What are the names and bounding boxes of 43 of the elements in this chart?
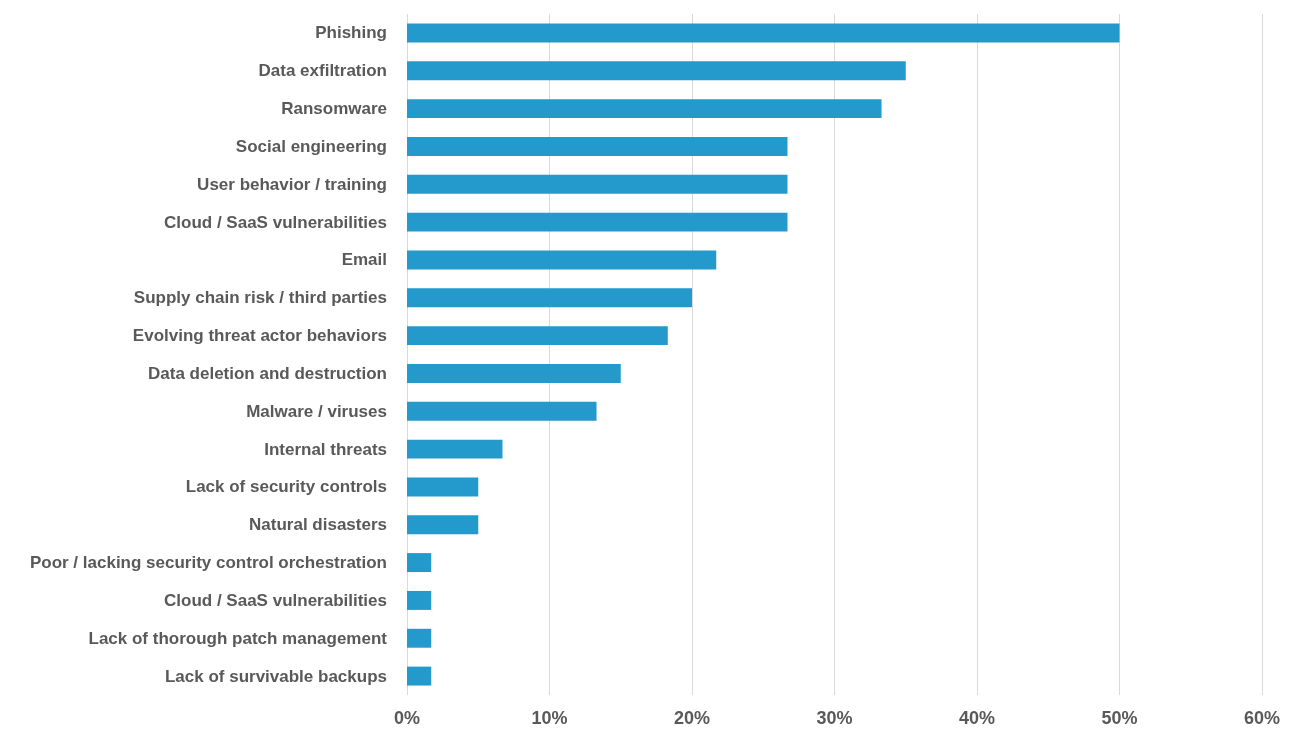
y-tick-label: Data deletion and destruction [148,363,387,383]
y-tick-label: User behavior / training [197,174,387,194]
y-tick-label: Cloud / SaaS vulnerabilities [164,590,387,610]
bar [407,628,432,648]
bar [407,590,432,610]
x-tick-label: 30% [816,708,853,728]
bar [407,553,432,573]
bar [407,61,906,81]
y-tick-label: Internal threats [264,439,387,459]
y-tick-label: Lack of survivable backups [164,666,387,686]
x-tick-label: 10% [531,708,568,728]
bar [407,401,597,421]
y-tick-label: Ransomware [281,99,387,119]
bar [407,363,621,383]
y-tick-label: Lack of thorough patch management [88,628,388,648]
y-tick-label: Phishing [315,23,387,43]
bar [407,23,1120,43]
bar [407,326,668,346]
y-tick-label: Malware / viruses [246,401,387,421]
x-tick-label: 60% [1243,708,1281,728]
x-tick-label: 50% [1101,708,1138,728]
bar [407,250,717,270]
y-tick-label: Evolving threat actor behaviors [132,326,387,346]
bar [407,439,503,459]
x-tick-label: 0% [393,708,421,728]
y-tick-label: Lack of security controls [185,477,387,497]
y-tick-label: Cloud / SaaS vulnerabilities [164,212,387,232]
bar [407,99,882,119]
y-tick-label: Social engineering [235,136,387,156]
y-tick-label: Email [341,250,387,270]
bar [407,515,479,535]
bar [407,174,788,194]
y-tick-label: Data exfiltration [258,61,387,81]
bar [407,212,788,232]
y-tick-label: Natural disasters [249,515,387,535]
bar [407,666,432,686]
y-tick-label: Poor / lacking security control orchestration [29,553,387,573]
bar [407,288,692,308]
bar [407,136,788,156]
x-tick-label: 20% [673,708,711,728]
x-tick-label: 40% [958,708,996,728]
y-tick-label: Supply chain risk / third parties [133,288,387,308]
bar [407,477,479,497]
